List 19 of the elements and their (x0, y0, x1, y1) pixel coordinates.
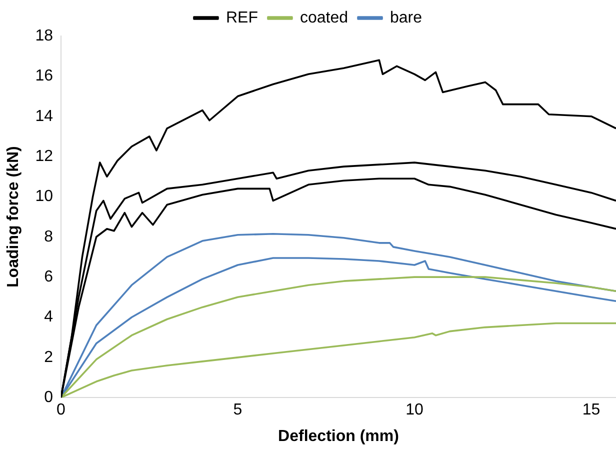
x-tick-label: 10 (406, 402, 424, 419)
y-tick-label: 2 (44, 348, 54, 366)
y-tick-label: 6 (44, 268, 54, 286)
y-axis-title: Loading force (kN) (5, 146, 22, 288)
y-tick-label: 0 (44, 389, 54, 406)
y-tick-label: 10 (35, 188, 54, 206)
y-tick-label: 18 (35, 27, 54, 44)
y-tick-label: 8 (44, 228, 54, 246)
x-axis-title: Deflection (mm) (278, 428, 399, 445)
y-tick-label: 4 (44, 308, 54, 326)
y-tick-label: 12 (35, 148, 54, 165)
legend-label: coated (300, 9, 348, 26)
y-tick-label: 16 (35, 68, 54, 85)
x-tick-label: 5 (233, 402, 242, 419)
x-tick-label: 15 (582, 402, 600, 419)
legend-label: REF (226, 9, 258, 26)
x-tick-label: 0 (56, 402, 66, 419)
legend-label: bare (390, 9, 422, 26)
y-tick-label: 14 (35, 108, 54, 125)
